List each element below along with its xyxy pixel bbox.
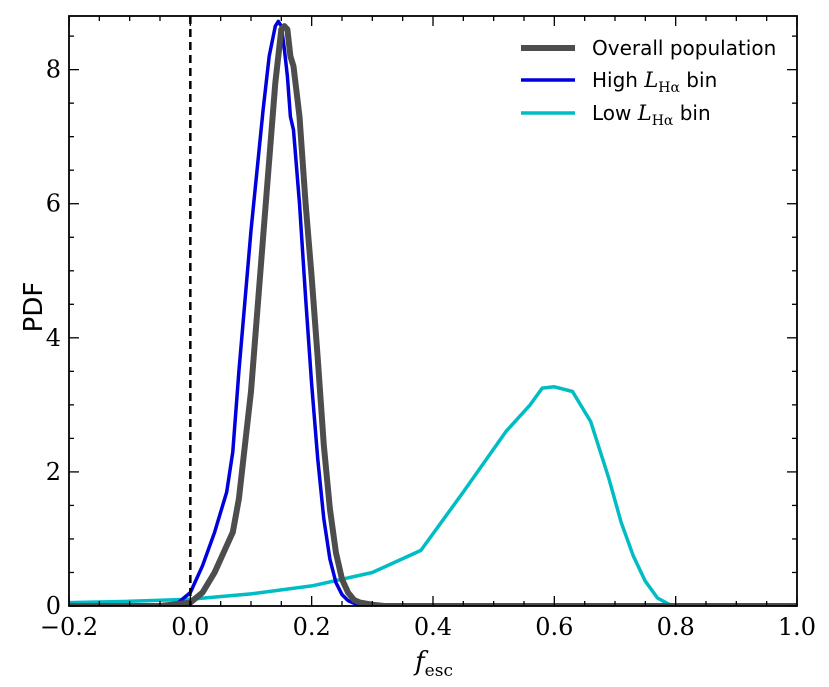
y-tick-label: 2 — [46, 458, 61, 486]
legend-label-high: High LHα bin — [592, 68, 717, 96]
legend-label-low: Low LHα bin — [592, 101, 711, 129]
x-tick-label: 0.4 — [414, 613, 452, 641]
frame-layer — [68, 15, 798, 607]
x-tick-label: 0.8 — [657, 613, 695, 641]
x-tick-label: 0.0 — [171, 613, 209, 641]
y-tick-label: 8 — [46, 56, 61, 84]
x-tick-label: 0.6 — [535, 613, 573, 641]
legend-label-overall: Overall population — [592, 36, 776, 60]
x-axis-label: fesc — [413, 647, 453, 681]
plot-frame — [68, 15, 798, 607]
x-tick-label: 1.0 — [778, 613, 816, 641]
y-axis-label: PDF — [19, 282, 49, 333]
legend: Overall population High LHα bin Low LHα bi… — [521, 36, 776, 129]
x-tick-label: −0.2 — [40, 613, 98, 641]
y-tick-label: 0 — [46, 592, 61, 620]
x-tick-label: 0.2 — [293, 613, 331, 641]
tick-labels-layer: −0.2 0.0 0.2 0.4 0.6 0.8 1.0 0 2 4 6 8 — [40, 56, 816, 641]
x-axis-label-sub: esc — [425, 661, 453, 681]
y-tick-label: 4 — [46, 324, 61, 352]
series-line-low — [69, 385, 797, 606]
y-tick-label: 6 — [46, 190, 61, 218]
